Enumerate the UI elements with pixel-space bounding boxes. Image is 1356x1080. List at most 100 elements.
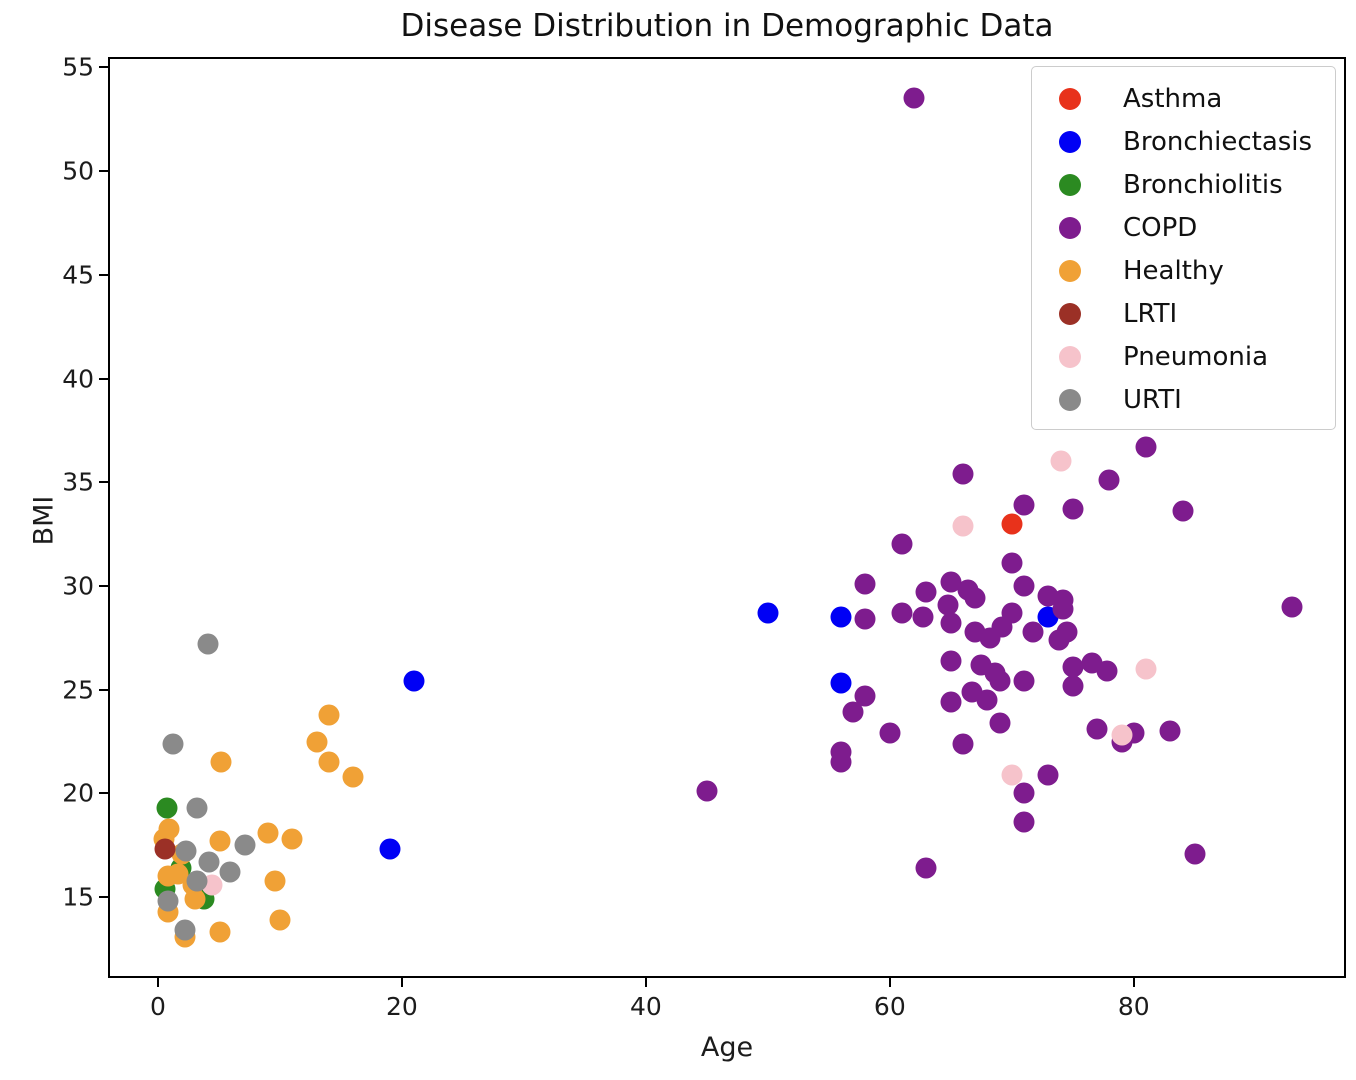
point-bronchiectasis	[830, 606, 852, 628]
point-copd	[915, 857, 937, 879]
legend-item-urti: URTI	[1032, 378, 1335, 421]
point-copd	[1037, 764, 1059, 786]
point-copd	[989, 712, 1011, 734]
point-copd	[1062, 675, 1084, 697]
legend-marker-lrti	[1059, 302, 1081, 325]
legend-label: Bronchiolitis	[1123, 169, 1283, 200]
point-urti	[174, 919, 196, 941]
point-copd	[1013, 575, 1035, 597]
point-healthy	[210, 751, 232, 773]
legend-label: LRTI	[1123, 298, 1178, 329]
point-pneumonia	[1111, 724, 1133, 746]
legend-item-bronchiolitis: Bronchiolitis	[1032, 163, 1335, 206]
point-copd	[1098, 469, 1120, 491]
legend-marker-bronchiolitis	[1059, 173, 1081, 196]
point-copd	[1048, 629, 1070, 651]
point-copd	[1096, 660, 1118, 682]
point-lrti	[154, 838, 176, 860]
point-copd	[830, 751, 852, 773]
point-pneumonia	[1050, 450, 1072, 472]
point-copd	[912, 606, 934, 628]
x-tick-mark	[157, 978, 159, 987]
point-healthy	[281, 828, 303, 850]
point-healthy	[184, 888, 206, 910]
legend: Asthma Bronchiectasis Bronchiolitis COPD Hea…	[1031, 66, 1336, 430]
point-copd	[696, 780, 718, 802]
y-tick-label: 45	[62, 260, 94, 290]
point-bronchiectasis	[403, 670, 425, 692]
point-copd	[854, 608, 876, 630]
legend-item-lrti: LRTI	[1032, 292, 1335, 335]
y-tick-mark	[99, 481, 108, 484]
point-copd	[1184, 843, 1206, 865]
legend-item-asthma: Asthma	[1032, 77, 1335, 120]
point-healthy	[318, 751, 340, 773]
legend-marker-healthy	[1059, 259, 1081, 282]
point-healthy	[342, 766, 364, 788]
point-copd	[891, 533, 913, 555]
point-bronchiectasis	[379, 838, 401, 860]
point-copd	[952, 733, 974, 755]
point-copd	[961, 681, 983, 703]
point-copd	[1281, 596, 1303, 618]
point-copd	[1086, 718, 1108, 740]
y-tick-mark	[99, 66, 108, 69]
legend-marker-asthma	[1059, 87, 1081, 110]
x-tick-label: 60	[873, 992, 906, 1021]
point-copd	[1022, 621, 1044, 643]
point-copd	[1135, 436, 1157, 458]
x-tick-mark	[400, 978, 403, 987]
point-copd	[1062, 656, 1084, 678]
point-copd	[976, 689, 998, 711]
point-copd	[1013, 670, 1035, 692]
x-tick-label: 40	[629, 992, 662, 1021]
y-tick-label: 15	[62, 882, 94, 912]
point-copd	[979, 627, 1001, 649]
point-copd	[903, 87, 925, 109]
point-urti	[175, 840, 197, 862]
y-tick-label: 20	[62, 778, 94, 808]
point-urti	[186, 870, 208, 891]
point-copd	[940, 612, 962, 634]
point-asthma	[1001, 513, 1023, 535]
y-tick-label: 25	[62, 675, 94, 705]
y-tick-mark	[99, 170, 108, 173]
point-healthy	[269, 909, 291, 931]
point-healthy	[306, 731, 328, 753]
legend-label: Asthma	[1123, 83, 1223, 114]
point-pneumonia	[952, 515, 974, 537]
y-tick-label: 40	[62, 364, 94, 394]
y-axis-label: BMI	[28, 495, 60, 546]
point-healthy	[167, 863, 189, 885]
y-tick-label: 55	[62, 52, 94, 82]
x-tick-label: 80	[1117, 992, 1150, 1021]
legend-marker-bronchiectasis	[1059, 130, 1081, 153]
point-copd	[952, 463, 974, 485]
point-urti	[162, 733, 184, 755]
y-tick-label: 30	[62, 571, 94, 601]
chart-title: Disease Distribution in Demographic Data	[400, 8, 1054, 44]
point-copd	[854, 573, 876, 595]
point-healthy	[209, 830, 231, 852]
point-copd	[891, 602, 913, 624]
legend-marker-urti	[1059, 388, 1081, 411]
y-tick-mark	[99, 273, 108, 276]
point-copd	[854, 685, 876, 707]
x-tick-mark	[888, 978, 891, 987]
point-copd	[1172, 500, 1194, 522]
legend-label: Bronchiectasis	[1123, 126, 1313, 157]
point-copd	[1001, 552, 1023, 574]
point-pneumonia	[1001, 764, 1023, 786]
x-tick-label: 0	[150, 992, 166, 1021]
point-healthy	[209, 921, 231, 943]
y-tick-mark	[99, 896, 108, 899]
point-urti	[157, 890, 179, 912]
y-tick-label: 50	[62, 156, 94, 186]
y-tick-mark	[99, 377, 108, 380]
point-copd	[940, 691, 962, 713]
point-urti	[219, 861, 241, 883]
x-axis-label: Age	[700, 1032, 754, 1063]
point-copd	[879, 722, 901, 744]
point-bronchiectasis	[757, 602, 779, 624]
legend-label: Pneumonia	[1123, 341, 1269, 372]
